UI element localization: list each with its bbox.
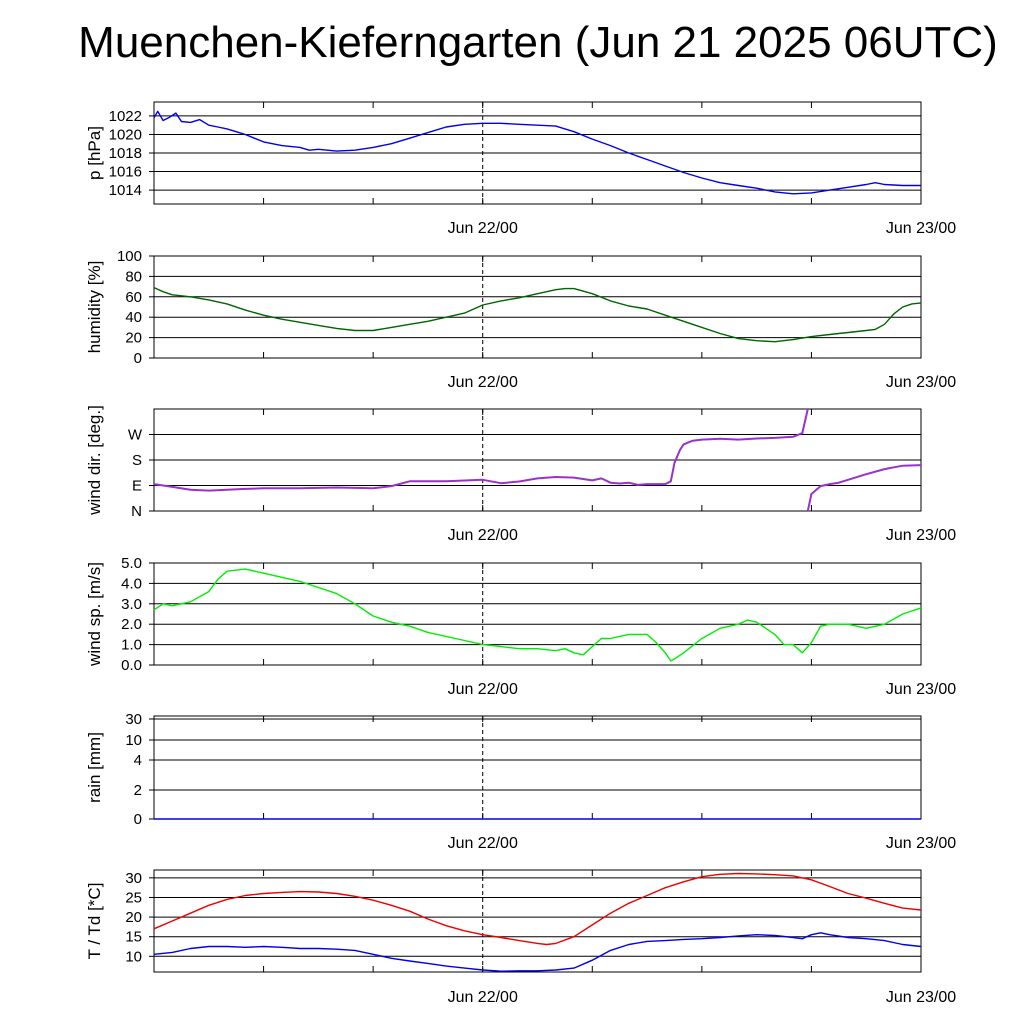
pressure-xtick-label: Jun 22/00 [448, 220, 518, 237]
pressure-series-0 [153, 110, 921, 195]
wind_direction-ylabel: wind dir. [deg.] [85, 405, 104, 516]
rain-ytick-label: 4 [134, 752, 142, 769]
temperature-series-0 [153, 872, 922, 946]
wind_speed-ytick-label: 3.0 [121, 596, 142, 613]
pressure-ytick-label: 1022 [109, 108, 142, 125]
wind_speed-ytick-label: 5.0 [121, 555, 142, 572]
wind_direction-series-0-seg-1 [806, 464, 922, 512]
wind_direction-series-0-seg-0 [153, 408, 809, 492]
wind_direction-ytick-label: W [128, 427, 143, 444]
wind_speed-ytick-label: 2.0 [121, 616, 142, 633]
pressure-ylabel: p [hPa] [85, 126, 104, 180]
humidity-ytick-label: 0 [134, 350, 142, 367]
wind_direction-ytick-label: S [132, 452, 142, 469]
pressure-xtick-label: Jun 23/00 [886, 220, 956, 237]
wind_speed-ytick-label: 1.0 [121, 637, 142, 654]
temperature-ytick-label: 20 [125, 909, 142, 926]
wind_speed-xtick-label: Jun 23/00 [886, 681, 956, 698]
rain-ytick-label: 30 [125, 711, 142, 728]
humidity-xtick-label: Jun 23/00 [886, 374, 956, 391]
pressure-ytick-label: 1020 [109, 126, 142, 143]
temperature-frame [153, 869, 922, 973]
temperature-ytick-label: 15 [125, 929, 142, 946]
wind_speed-ytick-label: 4.0 [121, 575, 142, 592]
humidity-ytick-label: 40 [125, 309, 142, 326]
wind_speed-series-0 [153, 568, 922, 662]
pressure-ytick-label: 1014 [109, 182, 142, 199]
humidity-frame [153, 255, 922, 359]
humidity-ytick-label: 60 [125, 289, 142, 306]
humidity-ytick-label: 20 [125, 330, 142, 347]
rain-ytick-label: 10 [125, 732, 142, 749]
pressure-ytick-label: 1018 [109, 145, 142, 162]
wind_speed-xtick-label: Jun 22/00 [448, 681, 518, 698]
temperature-ytick-label: 30 [125, 870, 142, 887]
humidity-xtick-label: Jun 22/00 [448, 374, 518, 391]
rain-xtick-label: Jun 23/00 [886, 835, 956, 852]
wind_direction-ytick-label: E [132, 478, 142, 495]
rain-ytick-label: 0 [134, 811, 142, 828]
chart-title: Muenchen-Kieferngarten (Jun 21 2025 06UT… [78, 18, 998, 67]
temperature-ylabel: T / Td [*C] [85, 883, 104, 960]
wind_direction-xtick-label: Jun 23/00 [886, 527, 956, 544]
temperature-ytick-label: 10 [125, 948, 142, 965]
temperature-ytick-label: 25 [125, 889, 142, 906]
pressure-ytick-label: 1016 [109, 164, 142, 181]
humidity-series-0 [153, 286, 922, 343]
wind_direction-xtick-label: Jun 22/00 [448, 527, 518, 544]
humidity-ylabel: humidity [%] [85, 261, 104, 354]
wind_direction-ytick-label: N [131, 503, 142, 520]
rain-ylabel: rain [mm] [85, 732, 104, 803]
rain-frame [153, 715, 922, 820]
humidity-ytick-label: 100 [117, 248, 142, 265]
humidity-ytick-label: 80 [125, 268, 142, 285]
temperature-xtick-label: Jun 23/00 [886, 989, 956, 1006]
wind_speed-ytick-label: 0.0 [121, 657, 142, 674]
rain-xtick-label: Jun 22/00 [448, 835, 518, 852]
temperature-xtick-label: Jun 22/00 [448, 989, 518, 1006]
rain-ytick-label: 2 [134, 782, 142, 799]
temperature-series-1 [153, 932, 922, 972]
wind_speed-ylabel: wind sp. [m/s] [85, 562, 104, 667]
